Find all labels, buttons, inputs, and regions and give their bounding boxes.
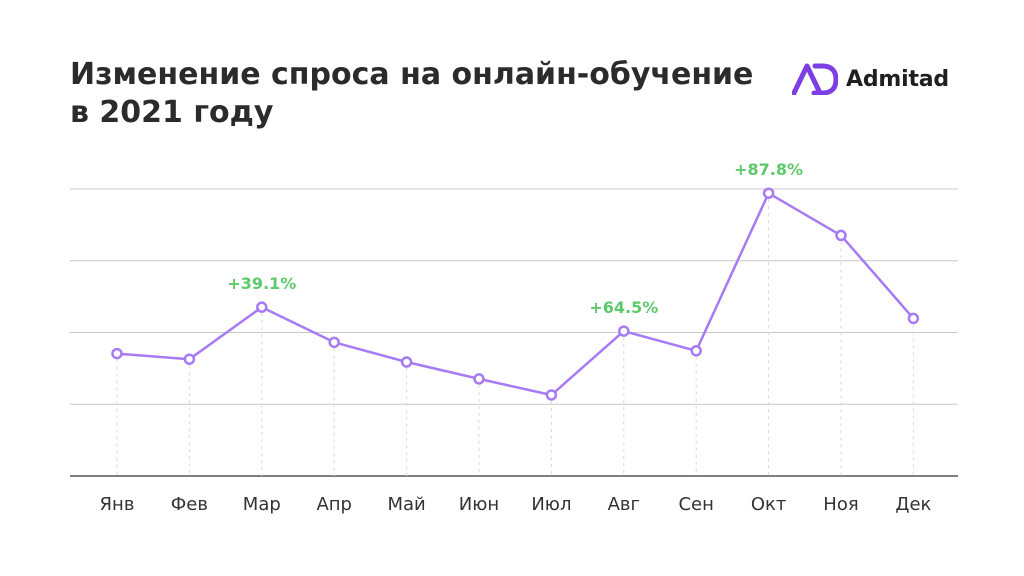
x-axis: Янв Фев Мар Апр Май Июн Июл Авг Сен Окт Ноя Дек bbox=[100, 494, 932, 515]
admitad-logo: Admitad bbox=[792, 62, 949, 96]
admitad-logo-icon bbox=[792, 63, 838, 95]
x-tick-label: Май bbox=[387, 494, 425, 515]
chart-title-line-1: Изменение спроса на онлайн-обучение bbox=[70, 57, 754, 92]
x-tick-label: Фев bbox=[171, 494, 208, 515]
series-polyline bbox=[115, 191, 915, 397]
x-tick-label: Ноя bbox=[823, 494, 858, 515]
data-point bbox=[690, 345, 702, 357]
data-point bbox=[256, 301, 268, 313]
vertical-guides bbox=[116, 199, 914, 476]
x-tick-label: Окт bbox=[751, 494, 787, 515]
x-tick-label: Дек bbox=[895, 494, 931, 515]
data-point bbox=[545, 389, 558, 401]
data-point bbox=[473, 373, 485, 385]
series-line bbox=[115, 191, 915, 397]
data-label: +39.1% bbox=[227, 274, 296, 293]
admitad-logo-text: Admitad bbox=[846, 66, 949, 92]
data-point bbox=[183, 353, 196, 365]
data-point bbox=[618, 325, 630, 337]
data-point bbox=[400, 356, 413, 368]
data-label: +64.5% bbox=[589, 298, 658, 317]
x-tick-label: Июн bbox=[459, 494, 499, 515]
data-point bbox=[762, 187, 775, 199]
x-tick-label: Янв bbox=[100, 494, 135, 515]
x-tick-label: Июл bbox=[531, 494, 571, 515]
data-point bbox=[835, 229, 847, 242]
data-label: +87.8% bbox=[734, 160, 803, 179]
chart-title: Изменение спроса на онлайн-обучение в 20… bbox=[70, 56, 770, 132]
data-point bbox=[111, 347, 123, 360]
data-point bbox=[907, 312, 920, 325]
data-point bbox=[328, 336, 340, 349]
grid-lines bbox=[70, 188, 958, 477]
series-points bbox=[111, 187, 920, 401]
data-labels: +39.1% +64.5% +87.8% bbox=[227, 160, 803, 317]
x-tick-label: Апр bbox=[316, 494, 352, 515]
x-tick-label: Авг bbox=[608, 494, 640, 515]
x-tick-label: Мар bbox=[243, 494, 281, 515]
x-tick-label: Сен bbox=[678, 494, 713, 515]
chart-title-line-2: в 2021 году bbox=[70, 95, 274, 130]
